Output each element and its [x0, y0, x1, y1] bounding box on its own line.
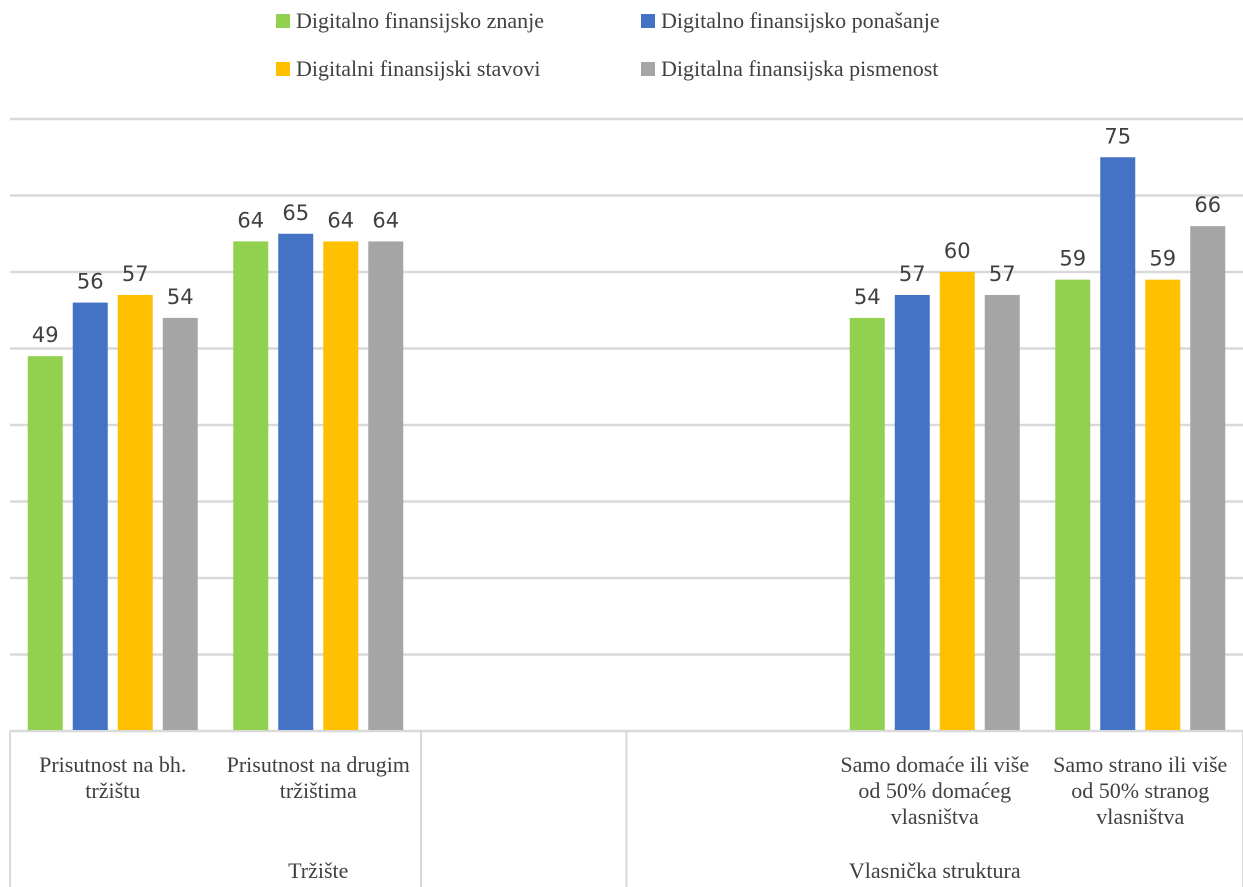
data-label: 54: [854, 285, 881, 309]
data-label: 57: [122, 262, 149, 286]
legend-swatch: [276, 14, 290, 28]
legend-swatch: [641, 62, 655, 76]
data-label: 54: [167, 285, 194, 309]
legend-label: Digitalna finansijska pismenost: [661, 56, 938, 81]
data-label: 64: [372, 208, 399, 232]
data-label: 75: [1104, 124, 1131, 148]
bar: [233, 241, 269, 731]
data-label: 49: [32, 323, 59, 347]
bar: [894, 294, 930, 731]
bar: [939, 272, 975, 731]
legend-label: Digitalni finansijski stavovi: [296, 56, 540, 81]
data-label: 64: [327, 208, 354, 232]
data-labels: 49 64 54 59 56 65 57 75 57 64 60 59 54 64 57 66: [32, 124, 1221, 347]
legend-label: Digitalno finansijsko znanje: [296, 8, 544, 33]
category-label: Samo strano ili više od 50% stranog vlasni…: [1053, 752, 1227, 829]
bar: [1190, 226, 1226, 731]
category-label: Prisutnost na drugim tržištima: [227, 752, 410, 803]
category-axis: Prisutnost na bh. tržištu Prisutnost na dr…: [9, 730, 1243, 887]
group-label: Vlasnička struktura: [849, 858, 1021, 883]
bar: [1055, 279, 1091, 731]
bar: [278, 233, 314, 731]
legend-swatch: [276, 62, 290, 76]
bar: [27, 356, 63, 731]
bar: [72, 302, 108, 731]
bar: [1145, 279, 1181, 731]
data-label: 57: [989, 262, 1016, 286]
category-label: Prisutnost na bh. tržištu: [39, 752, 186, 803]
data-label: 60: [944, 239, 971, 263]
bars: [27, 157, 1226, 731]
bar: [1100, 157, 1136, 731]
legend-label: Digitalno finansijsko ponašanje: [661, 8, 940, 33]
data-label: 66: [1194, 193, 1221, 217]
data-label: 56: [77, 270, 104, 294]
legend: Digitalno finansijsko znanje Digitalno fi…: [276, 8, 940, 81]
bar: [323, 241, 359, 731]
bar: [368, 241, 404, 731]
bar: [117, 294, 153, 731]
data-label: 59: [1149, 247, 1176, 271]
gridlines: [10, 117, 1243, 733]
category-label: Samo domaće ili više od 50% domaćeg vlasni…: [840, 752, 1029, 829]
data-label: 59: [1059, 247, 1086, 271]
bar: [984, 294, 1020, 731]
bar: [162, 317, 198, 731]
legend-swatch: [641, 14, 655, 28]
data-label: 57: [899, 262, 926, 286]
data-label: 64: [237, 208, 264, 232]
bar: [849, 317, 885, 731]
data-label: 65: [282, 201, 309, 225]
group-label: Tržište: [288, 858, 348, 883]
